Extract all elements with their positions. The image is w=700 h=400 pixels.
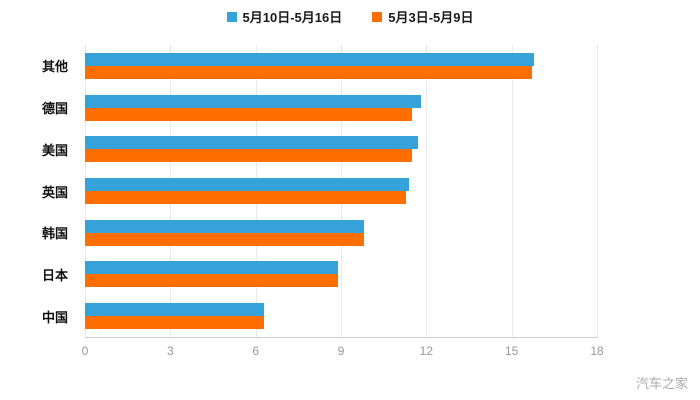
grid-line [597, 45, 598, 337]
legend-swatch-orange-icon [372, 11, 383, 22]
bar-may3-9[interactable] [85, 274, 339, 288]
x-axis-ticks: 0 3 6 9 12 15 18 [81, 344, 604, 360]
x-tick-label: 0 [81, 344, 89, 358]
bar-may3-9[interactable] [85, 107, 413, 121]
bar-group [85, 87, 597, 129]
x-axis-line [85, 337, 598, 338]
category-label: 日本 [42, 267, 69, 283]
bar-group [85, 295, 597, 337]
bar-may10-16[interactable] [85, 178, 410, 192]
watermark: 汽车之家 [635, 376, 688, 391]
category-label: 美国 [42, 142, 69, 158]
bar-group [85, 128, 597, 170]
x-tick-label: 9 [337, 344, 345, 358]
bar-may10-16[interactable] [85, 136, 418, 150]
category-label: 其他 [42, 59, 69, 75]
bar-group [85, 254, 597, 296]
bar-may3-9[interactable] [85, 191, 407, 205]
bar-may10-16[interactable] [85, 52, 535, 66]
grid-line [426, 45, 428, 337]
category-label: 中国 [42, 309, 69, 325]
grid-line [511, 45, 513, 337]
bar-group [85, 45, 597, 87]
legend-label-may10-16: 5月10日-5月16日 [242, 10, 343, 25]
x-tick-label: 3 [166, 344, 174, 358]
x-tick-label: 18 [590, 344, 604, 358]
x-tick-label: 12 [419, 344, 434, 358]
x-tick-label: 15 [504, 344, 519, 358]
bar-may10-16[interactable] [85, 261, 339, 275]
legend: 5月10日-5月16日 5月3日-5月9日 [0, 7, 700, 26]
bar-may3-9[interactable] [85, 232, 364, 246]
bar-group [85, 170, 597, 212]
bar-may10-16[interactable] [85, 219, 364, 233]
legend-item-may10-16[interactable]: 5月10日-5月16日 [226, 7, 343, 26]
category-label: 韩国 [42, 226, 69, 242]
bars [85, 45, 597, 337]
legend-label-may3-9: 5月3日-5月9日 [388, 10, 474, 25]
bar-may10-16[interactable] [85, 94, 421, 108]
x-tick-label: 6 [252, 344, 259, 358]
legend-item-may3-9[interactable]: 5月3日-5月9日 [372, 7, 473, 26]
bar-may3-9[interactable] [85, 149, 413, 163]
bar-group [85, 212, 597, 254]
bar-may10-16[interactable] [85, 303, 265, 317]
bar-may3-9[interactable] [85, 65, 532, 79]
y-axis-labels: 其他德国美国英国韩国日本中国 [42, 45, 82, 337]
bar-may3-9[interactable] [85, 316, 265, 330]
category-label: 英国 [42, 184, 69, 200]
plot-area [85, 45, 598, 337]
legend-swatch-blue-icon [226, 11, 237, 22]
category-label: 德国 [42, 101, 69, 117]
